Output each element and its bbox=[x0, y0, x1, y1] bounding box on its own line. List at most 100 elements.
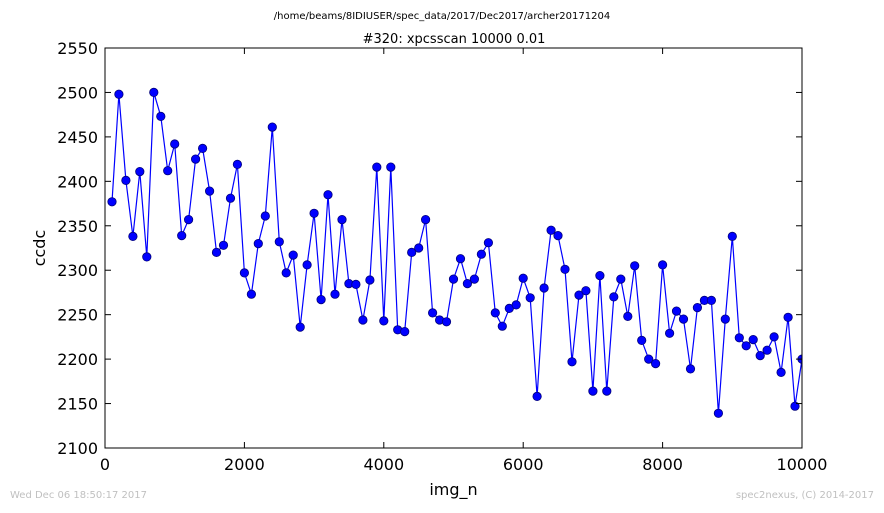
data-point bbox=[539, 283, 549, 293]
axes-ticks: 0 2000 4000 6000 8000 10000 2100 2150 2200 2250 23… bbox=[57, 39, 827, 474]
file-path-header: /home/beams/8IDIUSER/spec_data/2017/Dec2… bbox=[274, 11, 610, 22]
x-tick-label: 8000 bbox=[642, 455, 683, 474]
data-point bbox=[149, 87, 159, 98]
data-point bbox=[281, 268, 291, 278]
data-point bbox=[330, 289, 340, 299]
data-point bbox=[720, 314, 730, 324]
data-point bbox=[650, 358, 661, 369]
data-point bbox=[225, 193, 236, 203]
data-point bbox=[358, 315, 368, 325]
data-point bbox=[692, 302, 703, 313]
data-point bbox=[177, 231, 187, 241]
data-point bbox=[657, 260, 668, 270]
data-point bbox=[267, 122, 277, 132]
y-tick-label: 2200 bbox=[57, 350, 98, 369]
data-point bbox=[490, 308, 500, 318]
data-point bbox=[790, 401, 800, 411]
data-point bbox=[156, 111, 166, 122]
data-point bbox=[386, 162, 396, 172]
data-point bbox=[783, 312, 793, 322]
data-point bbox=[198, 143, 208, 153]
data-point bbox=[546, 225, 556, 235]
data-point bbox=[448, 274, 459, 284]
data-point bbox=[525, 293, 535, 303]
data-point bbox=[595, 270, 605, 281]
plot-area-frame bbox=[104, 47, 803, 449]
data-point bbox=[616, 274, 626, 284]
data-point bbox=[121, 175, 131, 185]
data-point bbox=[142, 252, 152, 262]
timestamp-footer: Wed Dec 06 18:50:17 2017 bbox=[10, 490, 147, 501]
data-point bbox=[407, 247, 417, 257]
data-point bbox=[191, 154, 201, 164]
data-point bbox=[218, 240, 229, 250]
data-point bbox=[706, 295, 717, 305]
y-tick-label: 2550 bbox=[57, 39, 98, 58]
data-point bbox=[497, 321, 507, 331]
data-point bbox=[469, 274, 479, 284]
data-point bbox=[462, 278, 472, 289]
data-point bbox=[588, 386, 598, 396]
data-point bbox=[170, 139, 180, 149]
data-point bbox=[316, 294, 326, 305]
data-point bbox=[379, 316, 389, 326]
data-point bbox=[560, 264, 570, 274]
data-point bbox=[372, 162, 382, 172]
x-tick-label: 4000 bbox=[363, 455, 404, 474]
data-point bbox=[762, 345, 772, 355]
data-point bbox=[713, 408, 724, 418]
data-point bbox=[400, 326, 410, 337]
y-tick-label: 2250 bbox=[57, 306, 98, 325]
data-point bbox=[637, 335, 647, 345]
data-point bbox=[476, 249, 486, 259]
data-point bbox=[351, 279, 361, 289]
data-point bbox=[135, 167, 145, 177]
data-point bbox=[114, 89, 124, 99]
data-point bbox=[769, 332, 779, 342]
data-point bbox=[741, 341, 751, 351]
data-point bbox=[260, 211, 270, 221]
chart-title: #320: xpcsscan 10000 0.01 bbox=[363, 32, 546, 47]
credit-footer: spec2nexus, (C) 2014-2017 bbox=[736, 490, 874, 501]
data-point bbox=[232, 159, 242, 169]
data-point bbox=[553, 231, 563, 241]
data-point bbox=[678, 314, 689, 324]
data-point bbox=[776, 367, 786, 377]
data-point bbox=[107, 197, 117, 207]
data-point bbox=[128, 231, 138, 241]
data-point bbox=[574, 290, 584, 300]
data-point bbox=[630, 261, 640, 271]
data-point bbox=[664, 328, 675, 338]
data-point bbox=[685, 364, 696, 374]
x-axis-label: img_n bbox=[429, 480, 477, 500]
series-line bbox=[111, 92, 802, 414]
y-axis-label: ccdc bbox=[30, 230, 49, 267]
data-point bbox=[414, 243, 424, 253]
y-tick-label: 2150 bbox=[57, 395, 98, 414]
data-point bbox=[734, 333, 744, 343]
x-tick-label: 0 bbox=[100, 455, 110, 474]
data-point bbox=[518, 273, 528, 283]
data-point bbox=[302, 260, 312, 270]
x-tick-label: 10000 bbox=[777, 455, 828, 474]
data-point bbox=[727, 231, 737, 241]
data-point bbox=[184, 215, 194, 225]
data-point bbox=[441, 317, 452, 327]
data-point bbox=[288, 250, 298, 260]
data-point bbox=[427, 308, 438, 318]
data-point bbox=[205, 186, 215, 196]
x-tick-label: 6000 bbox=[503, 455, 544, 474]
y-tick-label: 2400 bbox=[57, 172, 98, 191]
data-point bbox=[532, 391, 542, 401]
data-point bbox=[337, 215, 347, 225]
y-tick-label: 2300 bbox=[57, 261, 98, 280]
y-tick-label: 2500 bbox=[57, 83, 98, 102]
data-point bbox=[239, 268, 249, 278]
data-point bbox=[309, 208, 319, 218]
data-point bbox=[623, 311, 633, 321]
data-point bbox=[211, 247, 222, 257]
data-point bbox=[323, 190, 333, 200]
data-point bbox=[511, 300, 521, 310]
data-point bbox=[274, 237, 284, 247]
